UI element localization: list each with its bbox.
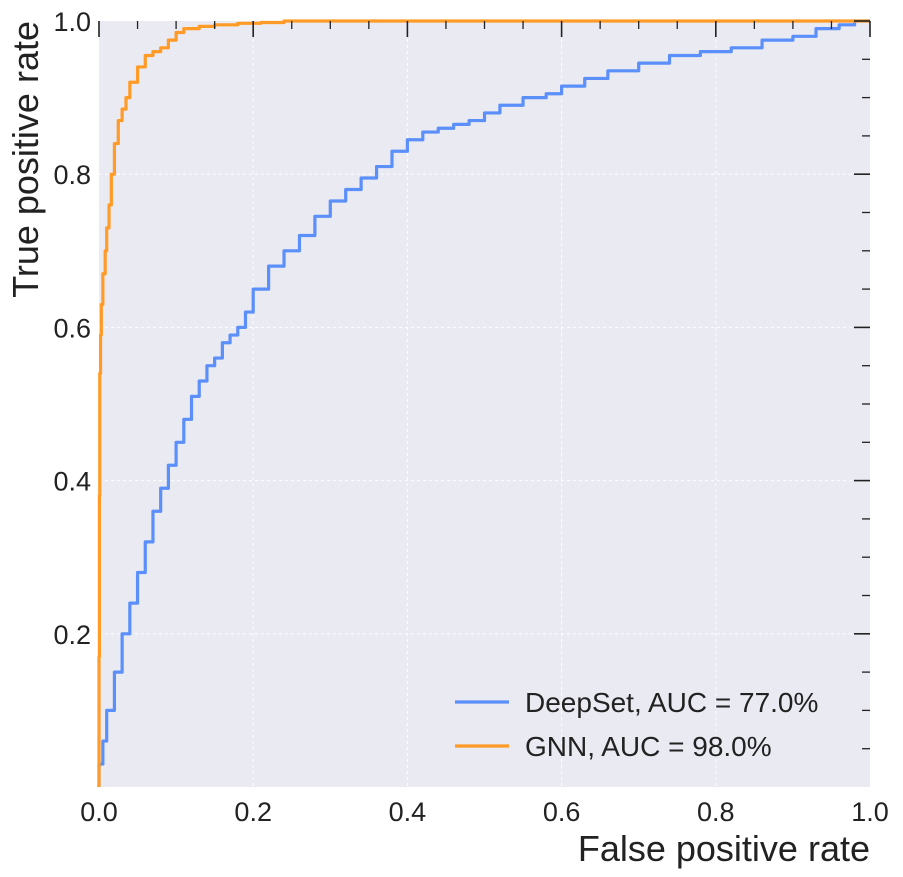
plot-area bbox=[99, 21, 870, 787]
y-tick-label-3: 0.8 bbox=[53, 160, 91, 190]
legend: DeepSet, AUC = 77.0% GNN, AUC = 98.0% bbox=[455, 687, 818, 762]
x-tick-label-0: 0.0 bbox=[80, 797, 118, 827]
series-lines bbox=[97, 19, 870, 787]
y-tick-label-1: 0.4 bbox=[53, 467, 91, 497]
legend-label-gnn: GNN, AUC = 98.0% bbox=[525, 731, 772, 762]
series-line-deepset bbox=[97, 19, 870, 787]
x-axis-title: False positive rate bbox=[578, 828, 870, 869]
x-tick-label-4: 0.8 bbox=[697, 797, 735, 827]
tick-labels: 0.0 0.2 0.4 0.6 0.8 1.0 0.2 0.4 0.6 0.8 1.0 bbox=[53, 7, 888, 827]
axis-ticks bbox=[98, 20, 871, 750]
y-tick-label-0: 0.2 bbox=[53, 620, 91, 650]
y-axis-title: True positive rate bbox=[5, 21, 46, 298]
x-tick-label-2: 0.4 bbox=[389, 797, 427, 827]
y-tick-label-2: 0.6 bbox=[53, 313, 91, 343]
x-tick-label-5: 1.0 bbox=[851, 797, 889, 827]
x-tick-label-3: 0.6 bbox=[543, 797, 581, 827]
y-tick-label-4: 1.0 bbox=[53, 7, 91, 37]
series-line-gnn bbox=[97, 19, 870, 787]
x-tick-label-1: 0.2 bbox=[234, 797, 272, 827]
legend-label-deepset: DeepSet, AUC = 77.0% bbox=[525, 687, 818, 718]
